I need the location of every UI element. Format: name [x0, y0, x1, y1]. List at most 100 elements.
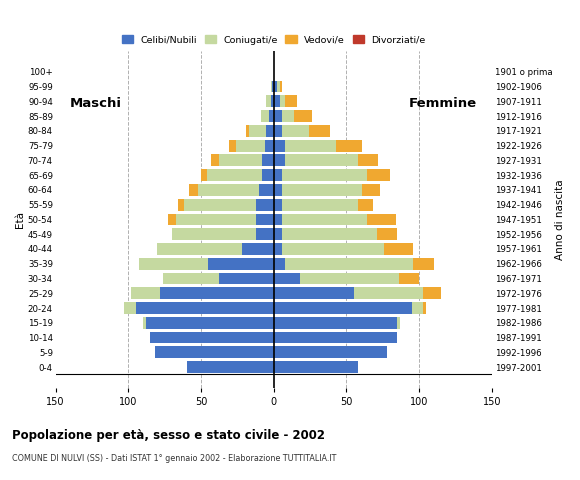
Bar [208, 258, 274, 270]
Bar [190, 184, 198, 196]
Bar [211, 155, 219, 166]
Bar [139, 258, 208, 270]
Bar [282, 243, 384, 255]
Text: Maschi: Maschi [70, 97, 122, 110]
Bar [282, 199, 358, 211]
Bar [154, 347, 274, 358]
Bar [377, 228, 397, 240]
Bar [146, 317, 274, 329]
Text: Popolazione per età, sesso e stato civile - 2002: Popolazione per età, sesso e stato civil… [12, 429, 325, 442]
Bar [274, 258, 285, 270]
Bar [236, 140, 265, 152]
Bar [274, 332, 397, 344]
Bar [274, 273, 300, 285]
Bar [272, 81, 274, 93]
Bar [414, 258, 434, 270]
Bar [274, 110, 282, 122]
Bar [274, 199, 282, 211]
Bar [354, 288, 423, 299]
Bar [184, 199, 256, 211]
Bar [274, 184, 282, 196]
Bar [256, 228, 274, 240]
Bar [256, 199, 274, 211]
Bar [358, 199, 372, 211]
Bar [274, 214, 282, 226]
Bar [274, 243, 282, 255]
Bar [282, 169, 367, 181]
Bar [266, 125, 274, 137]
Bar [269, 110, 274, 122]
Bar [294, 110, 311, 122]
Bar [399, 273, 419, 285]
Bar [131, 288, 160, 299]
Legend: Celibi/Nubili, Coniugati/e, Vedovi/e, Divorziati/e: Celibi/Nubili, Coniugati/e, Vedovi/e, Di… [118, 32, 430, 48]
Bar [412, 302, 423, 314]
Bar [150, 332, 274, 344]
Bar [274, 140, 285, 152]
Bar [285, 155, 358, 166]
Bar [285, 140, 336, 152]
Bar [285, 258, 414, 270]
Bar [336, 140, 362, 152]
Bar [246, 125, 249, 137]
Bar [423, 288, 441, 299]
Bar [266, 96, 271, 107]
Y-axis label: Età: Età [15, 211, 25, 228]
Bar [300, 273, 399, 285]
Bar [187, 361, 274, 373]
Bar [160, 288, 274, 299]
Bar [256, 214, 274, 226]
Bar [219, 273, 274, 285]
Bar [274, 96, 280, 107]
Bar [280, 96, 285, 107]
Bar [423, 302, 426, 314]
Bar [163, 273, 219, 285]
Bar [274, 228, 282, 240]
Bar [201, 169, 207, 181]
Bar [168, 214, 176, 226]
Bar [260, 110, 269, 122]
Text: Femmine: Femmine [409, 97, 477, 110]
Bar [384, 243, 414, 255]
Bar [207, 169, 262, 181]
Bar [274, 347, 387, 358]
Bar [259, 184, 274, 196]
Bar [397, 317, 400, 329]
Bar [280, 81, 282, 93]
Bar [309, 125, 331, 137]
Bar [367, 214, 396, 226]
Bar [282, 214, 367, 226]
Bar [172, 228, 256, 240]
Bar [285, 96, 297, 107]
Bar [271, 96, 274, 107]
Bar [282, 184, 362, 196]
Bar [262, 155, 274, 166]
Bar [249, 125, 266, 137]
Bar [277, 81, 280, 93]
Bar [219, 155, 262, 166]
Bar [367, 169, 390, 181]
Bar [274, 361, 358, 373]
Bar [282, 125, 309, 137]
Bar [178, 199, 184, 211]
Bar [274, 288, 354, 299]
Bar [274, 317, 397, 329]
Bar [157, 243, 242, 255]
Text: COMUNE DI NULVI (SS) - Dati ISTAT 1° gennaio 2002 - Elaborazione TUTTITALIA.IT: COMUNE DI NULVI (SS) - Dati ISTAT 1° gen… [12, 454, 336, 463]
Bar [282, 110, 294, 122]
Bar [282, 228, 377, 240]
Bar [143, 317, 146, 329]
Bar [271, 81, 272, 93]
Bar [362, 184, 380, 196]
Bar [358, 155, 378, 166]
Y-axis label: Anno di nascita: Anno di nascita [555, 179, 565, 260]
Bar [242, 243, 274, 255]
Bar [229, 140, 236, 152]
Bar [198, 184, 259, 196]
Bar [274, 302, 412, 314]
Bar [176, 214, 256, 226]
Bar [265, 140, 274, 152]
Bar [274, 155, 285, 166]
Bar [274, 169, 282, 181]
Bar [274, 125, 282, 137]
